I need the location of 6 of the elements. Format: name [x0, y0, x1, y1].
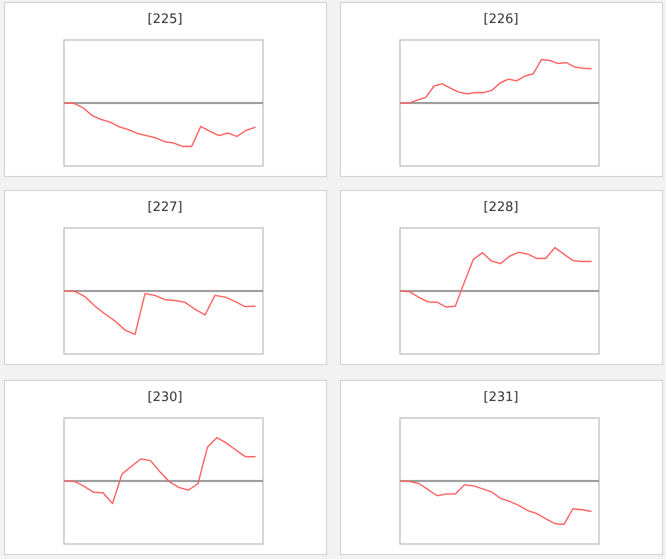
chart-title: [230]	[148, 390, 182, 405]
chart-title: [228]	[484, 200, 518, 215]
chart-title: [231]	[484, 390, 518, 405]
chart-title: [226]	[484, 12, 518, 27]
chart-title: [227]	[148, 200, 182, 215]
chart-title: [225]	[148, 12, 182, 27]
